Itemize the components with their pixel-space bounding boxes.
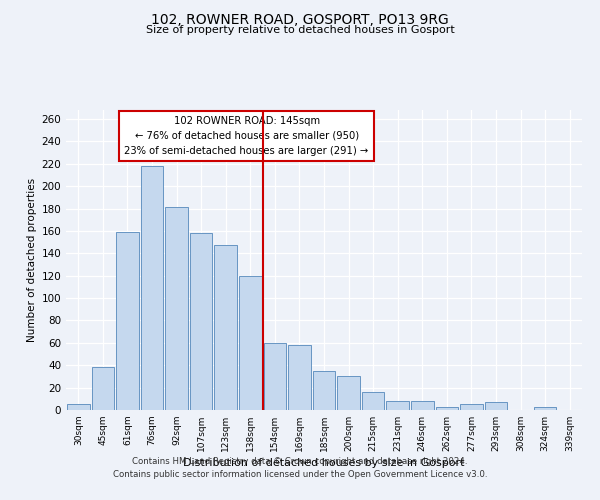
X-axis label: Distribution of detached houses by size in Gosport: Distribution of detached houses by size … — [183, 458, 465, 468]
Text: Size of property relative to detached houses in Gosport: Size of property relative to detached ho… — [146, 25, 454, 35]
Bar — [534, 406, 556, 410]
Bar — [313, 371, 335, 410]
Bar — [92, 368, 114, 410]
Bar — [460, 404, 483, 410]
Bar — [263, 343, 286, 410]
Bar — [165, 208, 188, 410]
Bar — [214, 246, 237, 410]
Bar — [337, 376, 360, 410]
Text: 102, ROWNER ROAD, GOSPORT, PO13 9RG: 102, ROWNER ROAD, GOSPORT, PO13 9RG — [151, 12, 449, 26]
Bar — [140, 166, 163, 410]
Bar — [411, 401, 434, 410]
Text: Contains public sector information licensed under the Open Government Licence v3: Contains public sector information licen… — [113, 470, 487, 479]
Y-axis label: Number of detached properties: Number of detached properties — [27, 178, 37, 342]
Text: Contains HM Land Registry data © Crown copyright and database right 2024.: Contains HM Land Registry data © Crown c… — [132, 458, 468, 466]
Bar — [288, 345, 311, 410]
Bar — [116, 232, 139, 410]
Bar — [436, 406, 458, 410]
Bar — [190, 233, 212, 410]
Bar — [67, 404, 89, 410]
Bar — [485, 402, 508, 410]
Bar — [362, 392, 385, 410]
Text: 102 ROWNER ROAD: 145sqm
← 76% of detached houses are smaller (950)
23% of semi-d: 102 ROWNER ROAD: 145sqm ← 76% of detache… — [124, 116, 369, 156]
Bar — [239, 276, 262, 410]
Bar — [386, 401, 409, 410]
